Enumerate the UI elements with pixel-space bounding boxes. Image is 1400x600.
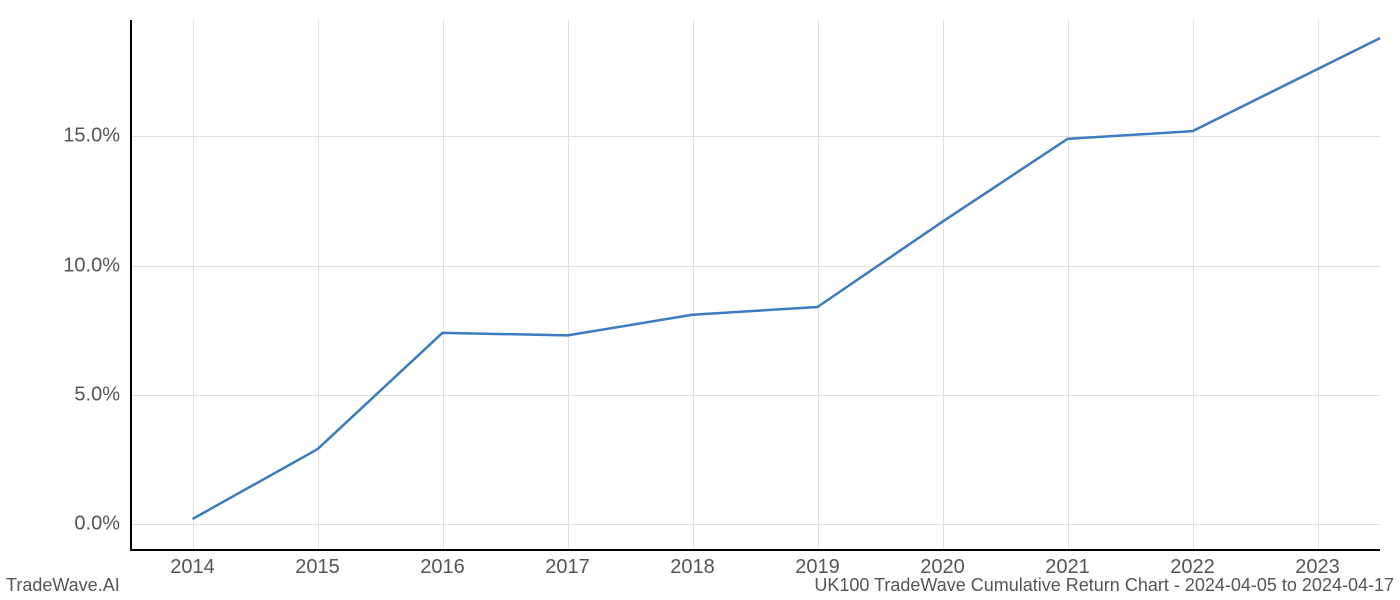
x-tick-label: 2022 [1170, 556, 1215, 579]
plot-area [130, 20, 1380, 550]
y-tick-label: 0.0% [74, 513, 120, 536]
x-tick-label: 2017 [545, 556, 590, 579]
x-tick-label: 2019 [795, 556, 840, 579]
x-tick-label: 2020 [920, 556, 965, 579]
x-tick-label: 2023 [1295, 556, 1340, 579]
footer-left-label: TradeWave.AI [6, 575, 120, 596]
x-tick-label: 2018 [670, 556, 715, 579]
x-tick-label: 2015 [295, 556, 340, 579]
y-tick-label: 10.0% [63, 254, 120, 277]
x-tick-label: 2016 [420, 556, 465, 579]
x-tick-label: 2014 [170, 556, 215, 579]
line-chart-svg [130, 20, 1380, 550]
y-tick-label: 15.0% [63, 125, 120, 148]
x-tick-label: 2021 [1045, 556, 1090, 579]
chart-container: TradeWave.AI UK100 TradeWave Cumulative … [0, 0, 1400, 600]
return-series-line [193, 38, 1381, 519]
y-tick-label: 5.0% [74, 383, 120, 406]
